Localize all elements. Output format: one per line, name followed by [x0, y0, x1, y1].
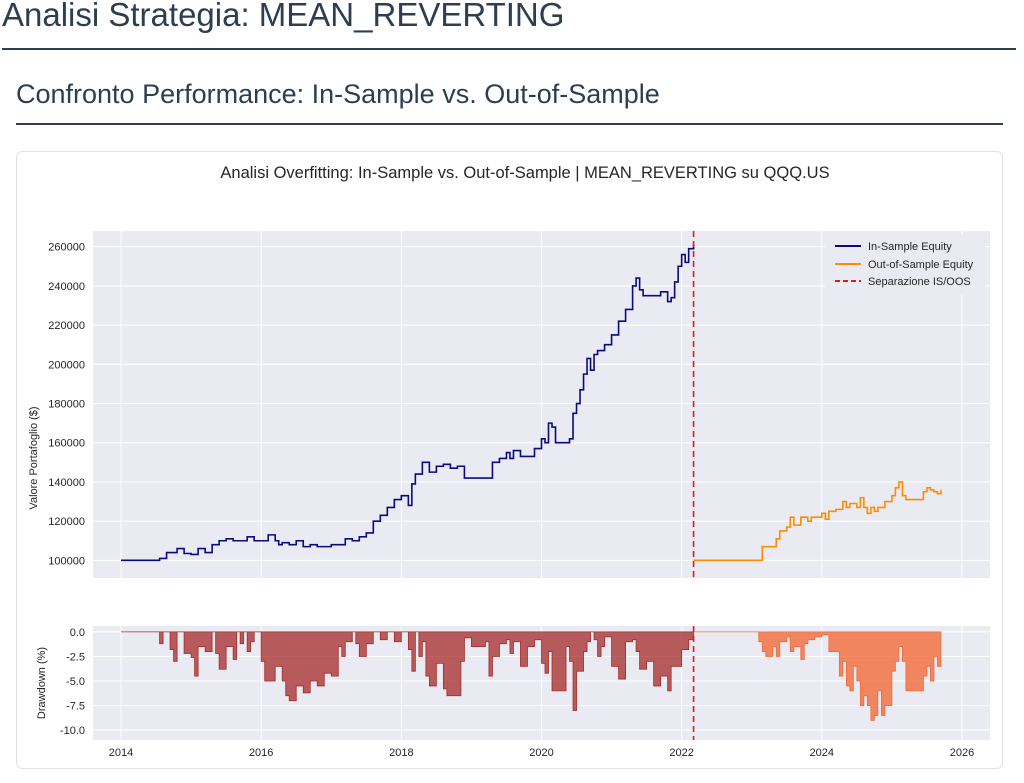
x-tick-label: 2020 [529, 747, 553, 759]
drawdown-series [121, 631, 942, 721]
equity-series [121, 244, 942, 562]
y-tick-label: 0.0 [70, 627, 85, 639]
page-title: Analisi Strategia: MEAN_REVERTING [2, 0, 565, 33]
y-tick-label: 180000 [48, 399, 85, 411]
y-tick-label: 200000 [48, 359, 85, 371]
legend-out-of-sample-label: Out-of-Sample Equity [868, 259, 974, 271]
y-tick-label: -10.0 [60, 725, 85, 737]
section-title: Confronto Performance: In-Sample vs. Out… [16, 79, 660, 109]
legend-separator-label: Separazione IS/OOS [868, 276, 971, 288]
drawdown-y-label: Drawdown (%) [36, 647, 48, 719]
y-tick-label: 220000 [48, 320, 85, 332]
y-tick-label: -7.5 [66, 701, 85, 713]
drawdown-x-ticks: 2014 2016 2018 2020 2022 2024 2026 [109, 747, 974, 759]
overfitting-figure: Analisi Overfitting: In-Sample vs. Out-o… [28, 164, 990, 759]
drawdown-y-ticks: 0.0 -2.5 -5.0 -7.5 -10.0 [60, 627, 85, 737]
chart-card: Analisi Overfitting: In-Sample vs. Out-o… [16, 151, 1003, 769]
y-tick-label: -2.5 [66, 651, 85, 663]
y-tick-label: 120000 [48, 516, 85, 528]
out-of-sample-drawdown-area [693, 631, 942, 721]
x-tick-label: 2018 [389, 747, 413, 759]
legend-in-sample-label: In-Sample Equity [868, 241, 952, 253]
y-tick-label: 260000 [48, 242, 85, 254]
out-of-sample-equity-line [693, 481, 942, 562]
y-tick-label: 140000 [48, 477, 85, 489]
title-divider [2, 48, 1016, 50]
x-tick-label: 2014 [109, 747, 133, 759]
chart-legend: In-Sample Equity Out-of-Sample Equity Se… [825, 235, 985, 295]
x-tick-label: 2022 [669, 747, 693, 759]
equity-y-label: Valore Portafoglio ($) [28, 406, 40, 509]
y-tick-label: 160000 [48, 438, 85, 450]
section-divider [16, 123, 1003, 125]
y-tick-label: 100000 [48, 555, 85, 567]
y-tick-label: -5.0 [66, 676, 85, 688]
x-tick-label: 2024 [810, 747, 834, 759]
chart-title: Analisi Overfitting: In-Sample vs. Out-o… [220, 164, 829, 182]
y-tick-label: 240000 [48, 281, 85, 293]
x-tick-label: 2016 [249, 747, 273, 759]
equity-y-ticks: 100000 120000 140000 160000 180000 200000 2200… [48, 242, 85, 568]
in-sample-equity-line [121, 244, 695, 562]
x-tick-label: 2026 [950, 747, 974, 759]
in-sample-drawdown-area [121, 631, 694, 711]
